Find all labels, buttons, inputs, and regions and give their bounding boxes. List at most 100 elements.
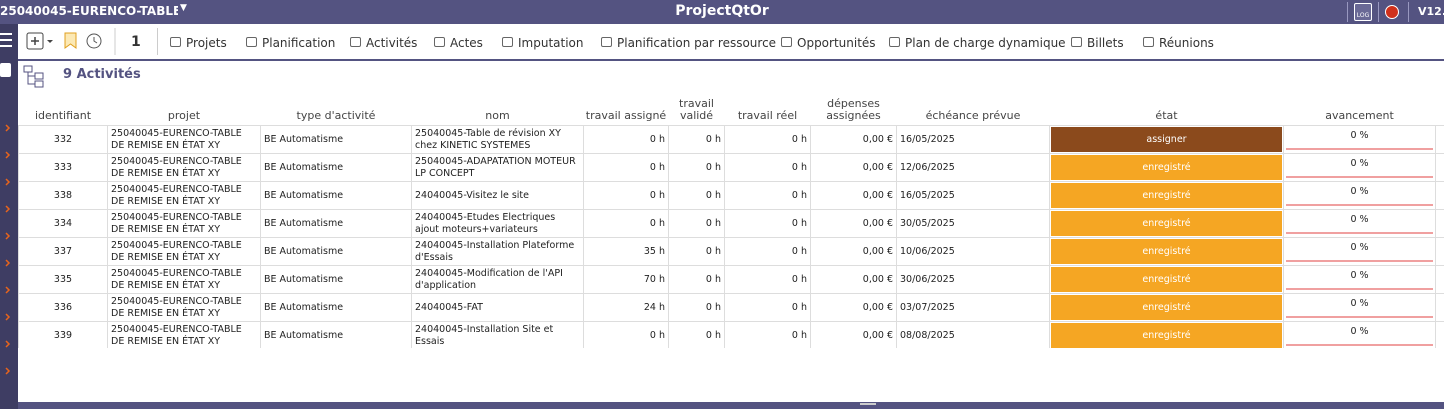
status-badge: enregistré [1051, 239, 1282, 264]
cell-type: BE Automatisme [261, 154, 412, 182]
cell-etat: enregistré [1050, 210, 1284, 238]
cell-depenses: 0,00 € [811, 182, 897, 210]
sidebar-chevron[interactable] [6, 287, 9, 293]
status-badge: enregistré [1051, 295, 1282, 320]
menu-icon [350, 37, 361, 47]
menu-icon[interactable] [0, 34, 12, 46]
menu-item[interactable]: Planification [262, 36, 335, 50]
menu-icon [434, 37, 445, 47]
menu-item[interactable]: Billets [1087, 36, 1124, 50]
cell-avancement: 0 % [1284, 266, 1436, 294]
cell-id: 339 [19, 322, 108, 349]
add-caret[interactable] [47, 40, 53, 43]
menu-item[interactable]: Réunions [1159, 36, 1214, 50]
column-header[interactable]: échéance prévue [897, 90, 1050, 126]
sidebar-chevron[interactable] [6, 152, 9, 158]
cell-etat: enregistré [1050, 182, 1284, 210]
column-header[interactable]: travail assigné [584, 90, 669, 126]
cell-depenses: 0,00 € [811, 126, 897, 154]
bookmark-button[interactable] [65, 33, 76, 48]
column-header[interactable]: identifiant [19, 90, 108, 126]
sidebar-chevron[interactable] [6, 341, 9, 347]
cell-nom: 24040045-Visitez le site [412, 182, 584, 210]
column-header[interactable]: type d'activité [261, 90, 412, 126]
column-header[interactable]: nom [412, 90, 584, 126]
cell-etat: enregistré [1050, 322, 1284, 349]
cell-extra [1436, 322, 1444, 349]
separator [1408, 2, 1409, 22]
sidebar-chevron[interactable] [6, 233, 9, 239]
cell-travail-assigne: 0 h [584, 182, 669, 210]
sidebar-chevron[interactable] [6, 125, 9, 131]
cell-id: 336 [19, 294, 108, 322]
cell-nom: 24040045-Modification de l'API d'applica… [412, 266, 584, 294]
cell-travail-valide: 0 h [669, 294, 725, 322]
cell-depenses: 0,00 € [811, 294, 897, 322]
menu-item[interactable]: Actes [450, 36, 483, 50]
cell-travail-reel: 0 h [725, 266, 811, 294]
cell-travail-assigne: 24 h [584, 294, 669, 322]
sidebar-chevron[interactable] [6, 260, 9, 266]
cell-travail-assigne: 35 h [584, 238, 669, 266]
status-badge: enregistré [1051, 323, 1282, 348]
column-header[interactable]: dépenses assignées [811, 90, 897, 126]
cell-nom: 24040045-Installation Plateforme d'Essai… [412, 238, 584, 266]
cell-depenses: 0,00 € [811, 322, 897, 349]
cell-projet: 25040045-EURENCO-TABLE DE REMISE EN ÉTAT… [108, 182, 261, 210]
cell-travail-valide: 0 h [669, 322, 725, 349]
cell-projet: 25040045-EURENCO-TABLE DE REMISE EN ÉTAT… [108, 294, 261, 322]
cell-avancement: 0 % [1284, 210, 1436, 238]
cell-travail-reel: 0 h [725, 322, 811, 349]
menu-item[interactable]: Planification par ressource [617, 36, 776, 50]
list-icon [23, 64, 53, 88]
cell-type: BE Automatisme [261, 238, 412, 266]
sidebar-chevron[interactable] [6, 314, 9, 320]
progress-label: 0 % [1286, 326, 1433, 338]
resize-handle[interactable] [860, 403, 876, 405]
column-header[interactable]: avancement [1284, 90, 1436, 126]
log-button[interactable]: LOG [1354, 3, 1372, 21]
cell-travail-reel: 0 h [725, 182, 811, 210]
progress-bar [1286, 204, 1433, 206]
column-header[interactable]: projet [108, 90, 261, 126]
cell-id: 337 [19, 238, 108, 266]
menu-icon [246, 37, 257, 47]
cell-id: 338 [19, 182, 108, 210]
cell-travail-valide: 0 h [669, 266, 725, 294]
progress-label: 0 % [1286, 242, 1433, 254]
menu-item[interactable]: Imputation [518, 36, 584, 50]
cell-travail-valide: 0 h [669, 154, 725, 182]
bottom-bar [18, 402, 1444, 409]
menu-icon [1143, 37, 1154, 47]
menu-item[interactable]: Opportunités [797, 36, 876, 50]
cell-extra [1436, 294, 1444, 322]
cell-travail-assigne: 0 h [584, 154, 669, 182]
sidebar-chevron[interactable] [6, 206, 9, 212]
column-header[interactable]: travail validé [669, 90, 725, 126]
menu-item[interactable]: Projets [186, 36, 227, 50]
menu-item[interactable]: Activités [366, 36, 417, 50]
column-header[interactable]: état [1050, 90, 1284, 126]
column-header[interactable]: travail réel [725, 90, 811, 126]
sidebar-chevron[interactable] [6, 368, 9, 374]
menu-item[interactable]: Plan de charge dynamique [905, 36, 1066, 50]
cell-extra [1436, 154, 1444, 182]
cell-extra [1436, 182, 1444, 210]
status-button[interactable] [1385, 5, 1399, 19]
cell-travail-reel: 0 h [725, 294, 811, 322]
cell-echeance: 16/05/2025 [897, 182, 1050, 210]
sidebar-chevron[interactable] [6, 179, 9, 185]
count-badge[interactable]: 1 [131, 34, 141, 50]
sidebar-box[interactable] [0, 63, 11, 77]
cell-depenses: 0,00 € [811, 154, 897, 182]
